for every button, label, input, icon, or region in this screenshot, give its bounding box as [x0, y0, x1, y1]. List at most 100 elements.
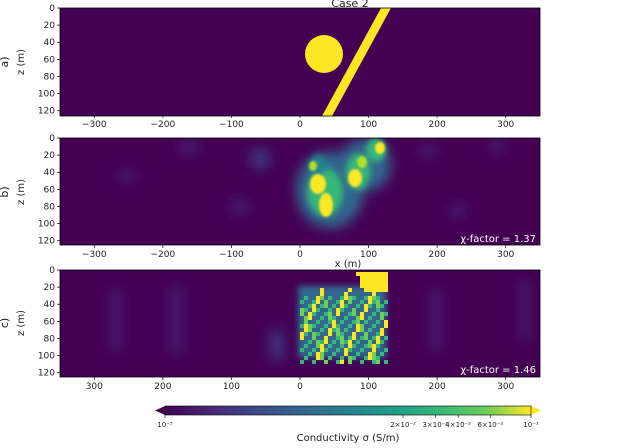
- pattern-cell: [320, 288, 324, 292]
- xtick-label: −200: [150, 250, 175, 260]
- pattern-cell: [384, 312, 388, 316]
- pattern-cell: [372, 344, 376, 348]
- pattern-cell: [308, 304, 312, 308]
- pattern-cell: [364, 296, 368, 300]
- pattern-cell: [340, 300, 344, 304]
- pattern-cell: [320, 316, 324, 320]
- pattern-cell: [308, 352, 312, 356]
- pattern-cell: [368, 344, 372, 348]
- pattern-cell: [360, 312, 364, 316]
- pattern-cell: [376, 296, 380, 300]
- pattern-cell: [336, 348, 340, 352]
- pattern-cell: [372, 288, 376, 292]
- colorbar-tick-label: 10⁻¹: [523, 421, 539, 429]
- pattern-cell: [368, 316, 372, 320]
- pattern-cell: [324, 300, 328, 304]
- pattern-cell: [356, 316, 360, 320]
- panel-b-xlabel: x (m): [335, 259, 362, 270]
- panel-b: 0 20 40 60 80 100 120 −300 −200 −100 0 100 200 300 χ…: [0, 134, 541, 270]
- pattern-cell: [372, 360, 376, 364]
- ytick-label: 80: [44, 202, 56, 212]
- pattern-cell: [368, 352, 372, 356]
- pattern-cell: [316, 340, 320, 344]
- pattern-cell: [312, 332, 316, 336]
- pattern-cell: [368, 304, 372, 308]
- pattern-cell: [384, 288, 388, 292]
- pattern-cell: [340, 344, 344, 348]
- pattern-cell: [380, 284, 384, 288]
- ytick-label: 20: [44, 21, 56, 31]
- pattern-cell: [312, 304, 316, 308]
- pattern-cell: [364, 344, 368, 348]
- pattern-cell: [336, 324, 340, 328]
- panel-a-tag: a): [0, 56, 11, 67]
- pattern-cell: [344, 292, 348, 296]
- pattern-cell: [304, 328, 308, 332]
- pattern-cell: [356, 324, 360, 328]
- pattern-cell: [364, 284, 368, 288]
- pattern-cell: [372, 280, 376, 284]
- xtick-label: 0: [297, 250, 303, 260]
- ytick-label: 100: [38, 90, 55, 100]
- pattern-cell: [316, 352, 320, 356]
- panel-b-inversion: [120, 138, 504, 228]
- pattern-cell: [328, 356, 332, 360]
- pattern-cell: [320, 348, 324, 352]
- pattern-cell: [352, 308, 356, 312]
- panel-c-inversion: [110, 272, 530, 364]
- pattern-cell: [344, 352, 348, 356]
- ytick-label: 20: [44, 283, 56, 293]
- panel-a-background: [60, 8, 540, 116]
- pattern-cell: [376, 320, 380, 324]
- pattern-cell: [368, 296, 372, 300]
- pattern-cell: [336, 300, 340, 304]
- pattern-cell: [332, 340, 336, 344]
- pattern-cell: [372, 312, 376, 316]
- pattern-cell: [356, 340, 360, 344]
- pattern-cell: [348, 340, 352, 344]
- pattern-cell: [336, 308, 340, 312]
- pattern-cell: [300, 312, 304, 316]
- pattern-cell: [376, 336, 380, 340]
- xtick-label: 200: [429, 382, 446, 392]
- pattern-cell: [300, 324, 304, 328]
- ytick-label: 80: [44, 334, 56, 344]
- pattern-cell: [356, 328, 360, 332]
- pattern-cell: [312, 308, 316, 312]
- panel-a-circle-anomaly: [305, 35, 343, 73]
- colorbar-label: Conductivity σ (S/m): [297, 433, 400, 444]
- pattern-cell: [304, 316, 308, 320]
- pattern-cell: [372, 300, 376, 304]
- pattern-cell: [340, 304, 344, 308]
- pattern-cell: [316, 296, 320, 300]
- pattern-cell: [368, 284, 372, 288]
- pattern-cell: [300, 308, 304, 312]
- pattern-cell: [380, 312, 384, 316]
- pattern-cell: [376, 280, 380, 284]
- pattern-cell: [312, 324, 316, 328]
- pattern-cell: [360, 324, 364, 328]
- xtick-label: 100: [360, 382, 377, 392]
- pattern-cell: [384, 324, 388, 328]
- pattern-cell: [376, 272, 380, 276]
- pattern-cell: [380, 316, 384, 320]
- colorbar-tick-label: 4×10⁻²: [445, 421, 471, 429]
- pattern-cell: [320, 352, 324, 356]
- pattern-cell: [364, 308, 368, 312]
- panel-c-tag: c): [0, 318, 11, 328]
- pattern-cell: [384, 276, 388, 280]
- pattern-cell: [344, 296, 348, 300]
- pattern-cell: [360, 272, 364, 276]
- pattern-cell: [312, 312, 316, 316]
- panel-b-xticks: −300 −200 −100 0 100 200 300: [82, 245, 515, 260]
- pattern-cell: [316, 308, 320, 312]
- pattern-cell: [364, 304, 368, 308]
- pattern-cell: [300, 348, 304, 352]
- pattern-cell: [312, 300, 316, 304]
- pattern-cell: [368, 300, 372, 304]
- ytick-label: 60: [44, 185, 56, 195]
- pattern-cell: [368, 328, 372, 332]
- pattern-cell: [364, 336, 368, 340]
- pattern-cell: [380, 328, 384, 332]
